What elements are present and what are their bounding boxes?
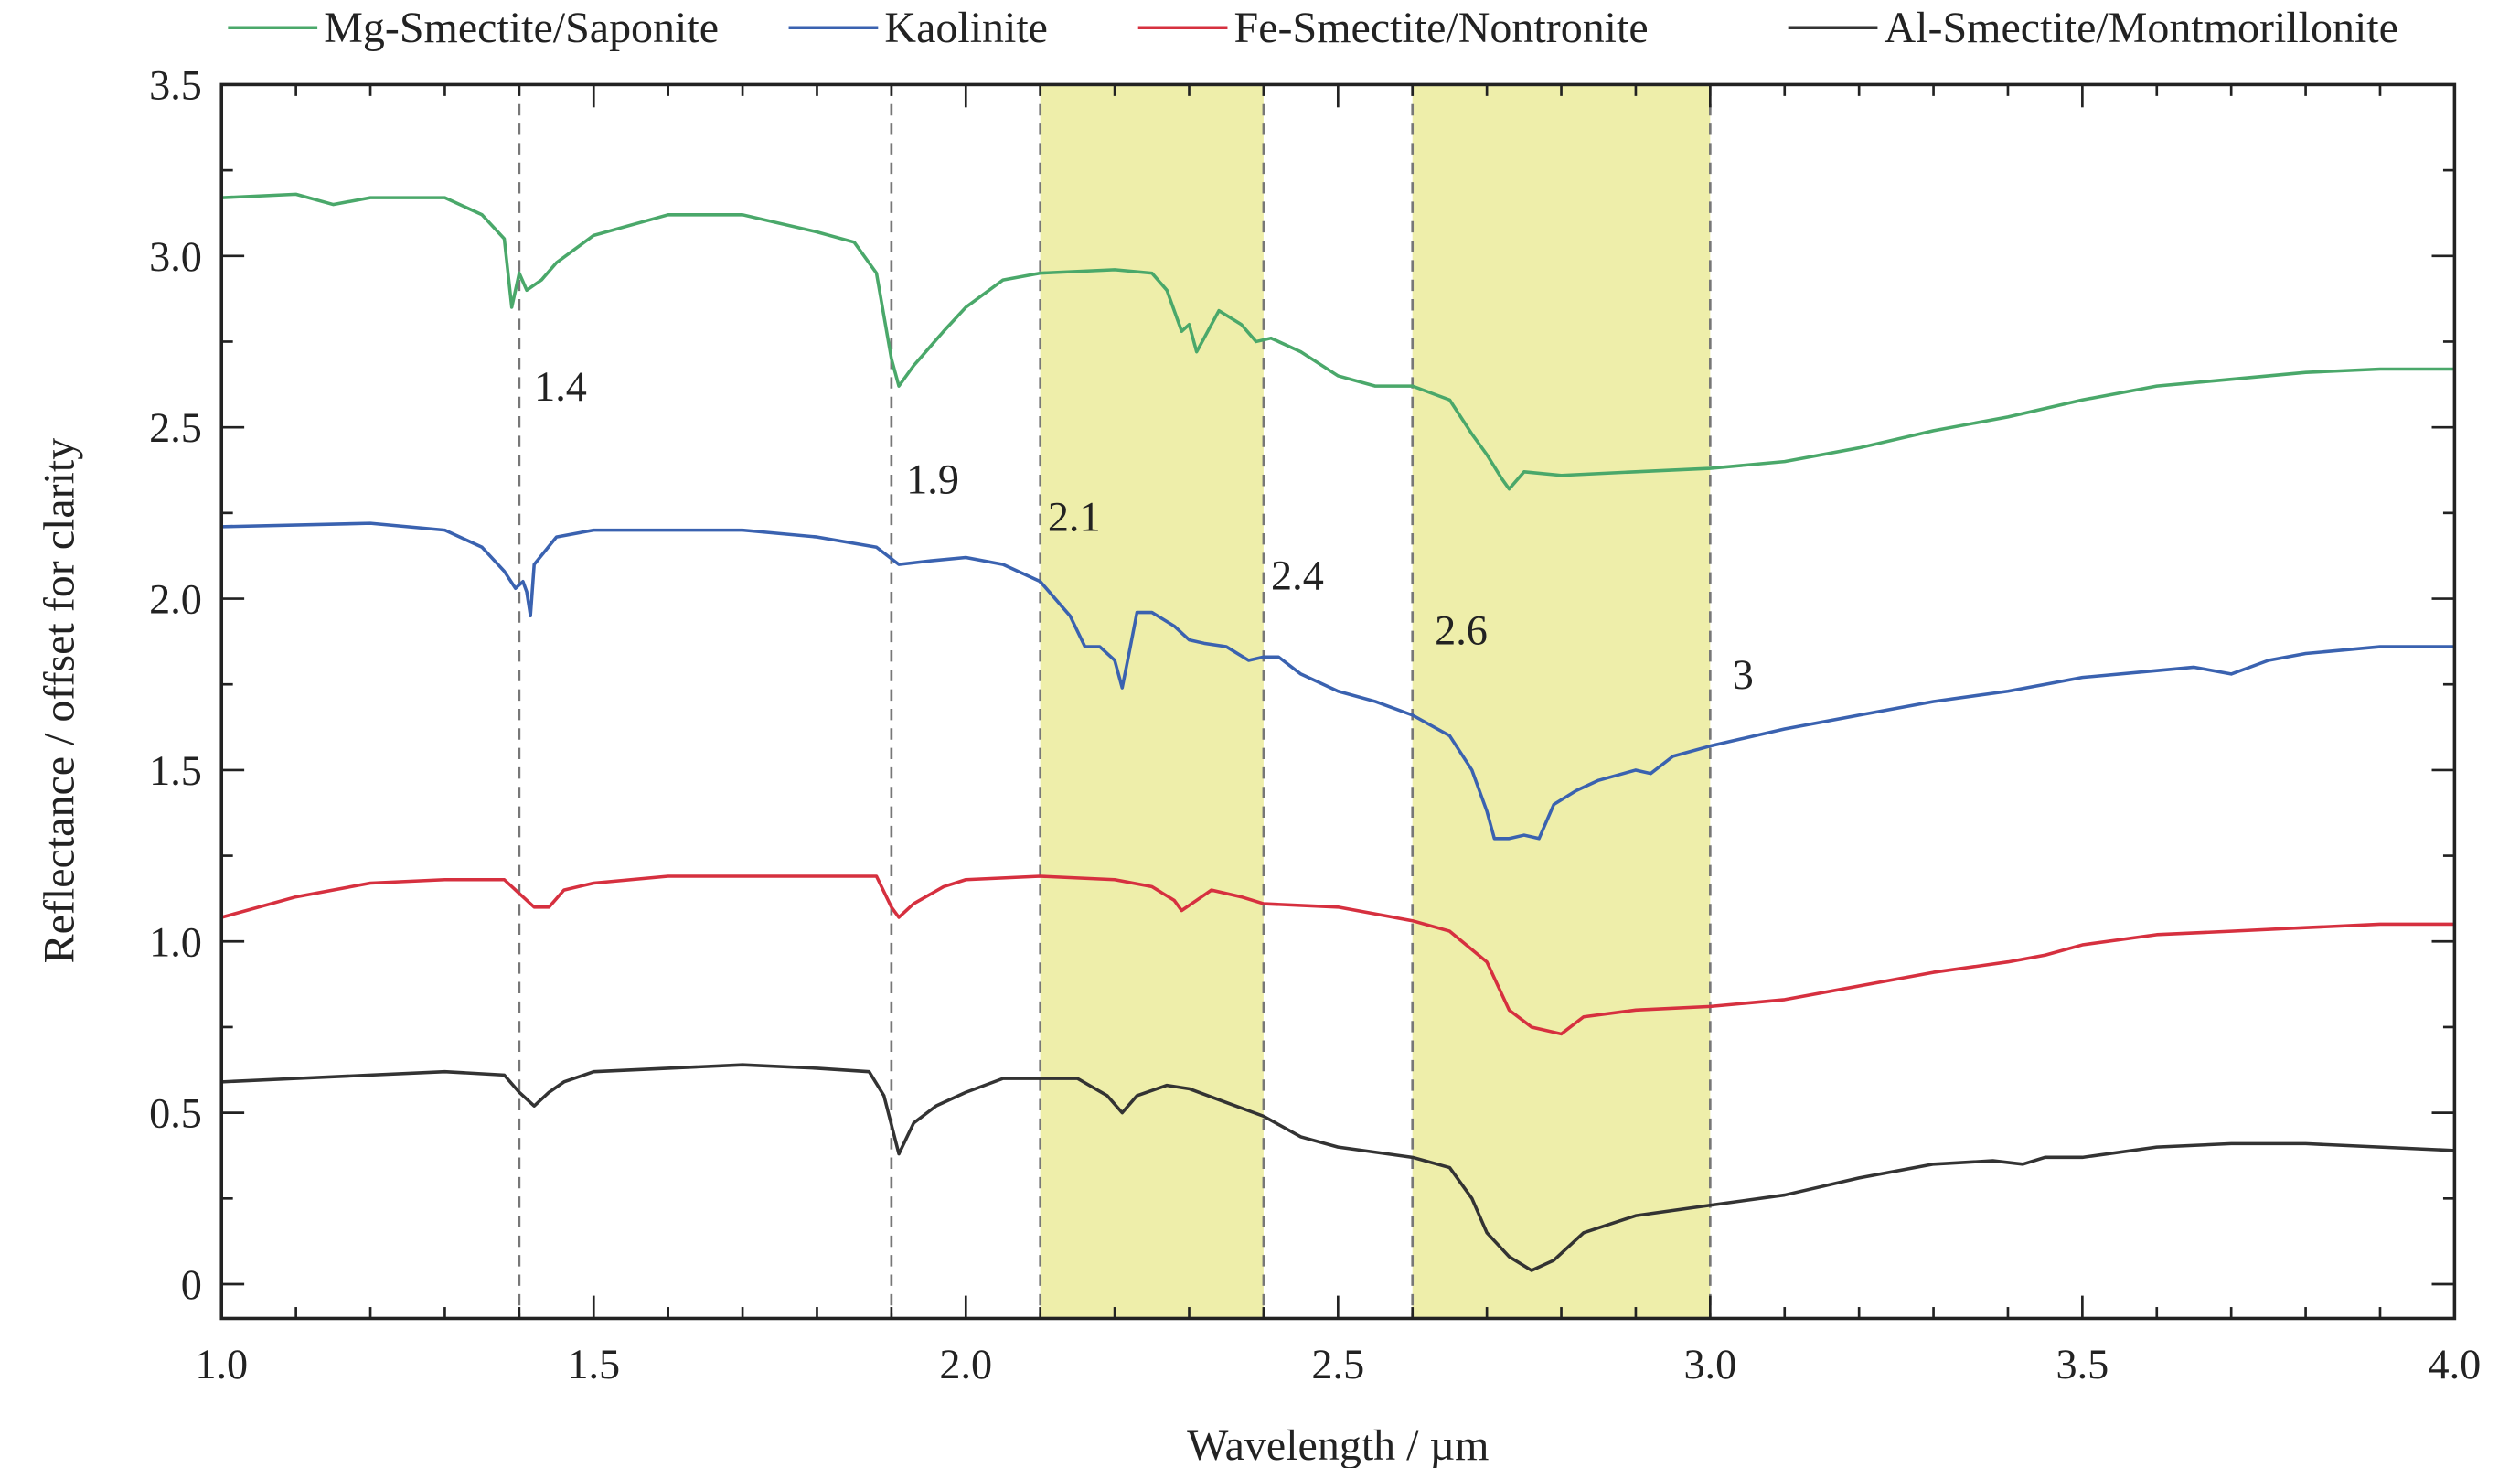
band-annotation: 2.4 xyxy=(1271,552,1324,598)
series-line xyxy=(221,521,2455,841)
y-tick-label: 0 xyxy=(181,1261,202,1308)
series-line xyxy=(221,1063,2455,1272)
shaded-bands xyxy=(1040,84,1711,1319)
x-tick-label: 3.0 xyxy=(1683,1341,1736,1388)
y-tick-label: 0.5 xyxy=(149,1090,202,1137)
legend: Mg-Smectite/Saponite Kaolinite Fe-Smectite… xyxy=(228,4,2398,52)
legend-label: Mg-Smectite/Saponite xyxy=(324,4,719,52)
x-tick-label: 1.0 xyxy=(195,1341,248,1388)
x-tick-label: 4.0 xyxy=(2429,1341,2482,1388)
series-line xyxy=(221,192,2455,491)
annotations: 1.4 1.9 2.1 2.4 2.6 3 xyxy=(534,363,1754,698)
y-tick-label: 1.5 xyxy=(149,747,202,794)
band-annotation: 2.1 xyxy=(1048,494,1101,541)
reference-lines xyxy=(518,84,1712,1319)
plot-frame xyxy=(219,82,2457,1321)
y-tick-label: 2.0 xyxy=(149,576,202,623)
series-lines xyxy=(220,192,2455,1272)
y-axis-label: Reflectance / offset for clarity xyxy=(35,438,83,964)
series-line xyxy=(220,874,2455,1036)
x-tick-label: 3.5 xyxy=(2056,1341,2109,1388)
legend-label: Al-Smectite/Montmorillonite xyxy=(1885,4,2398,52)
y-tick-label: 2.5 xyxy=(149,404,202,451)
x-tick-label: 2.5 xyxy=(1311,1341,1364,1388)
shaded-band xyxy=(1412,84,1711,1319)
legend-label: Fe-Smectite/Nontronite xyxy=(1234,4,1649,52)
band-annotation: 2.6 xyxy=(1435,606,1488,653)
band-annotation: 1.9 xyxy=(906,455,959,502)
y-tick-label: 3.0 xyxy=(149,233,202,280)
x-tick-label: 2.0 xyxy=(939,1341,992,1388)
legend-label: Kaolinite xyxy=(884,4,1048,52)
band-annotation: 1.4 xyxy=(534,363,587,410)
y-tick-label: 1.0 xyxy=(149,918,202,965)
axis-ticks: 1.0 1.5 2.0 2.5 3.0 3.5 4.0 0 0.5 1.0 1.5 2.0 2.5 3.0… xyxy=(149,61,2481,1388)
band-annotation: 3 xyxy=(1733,651,1754,698)
x-axis-label: Wavelength / µm xyxy=(1187,1421,1489,1468)
x-tick-label: 1.5 xyxy=(567,1341,620,1388)
y-tick-label: 3.5 xyxy=(149,61,202,108)
shaded-band xyxy=(1040,84,1264,1319)
